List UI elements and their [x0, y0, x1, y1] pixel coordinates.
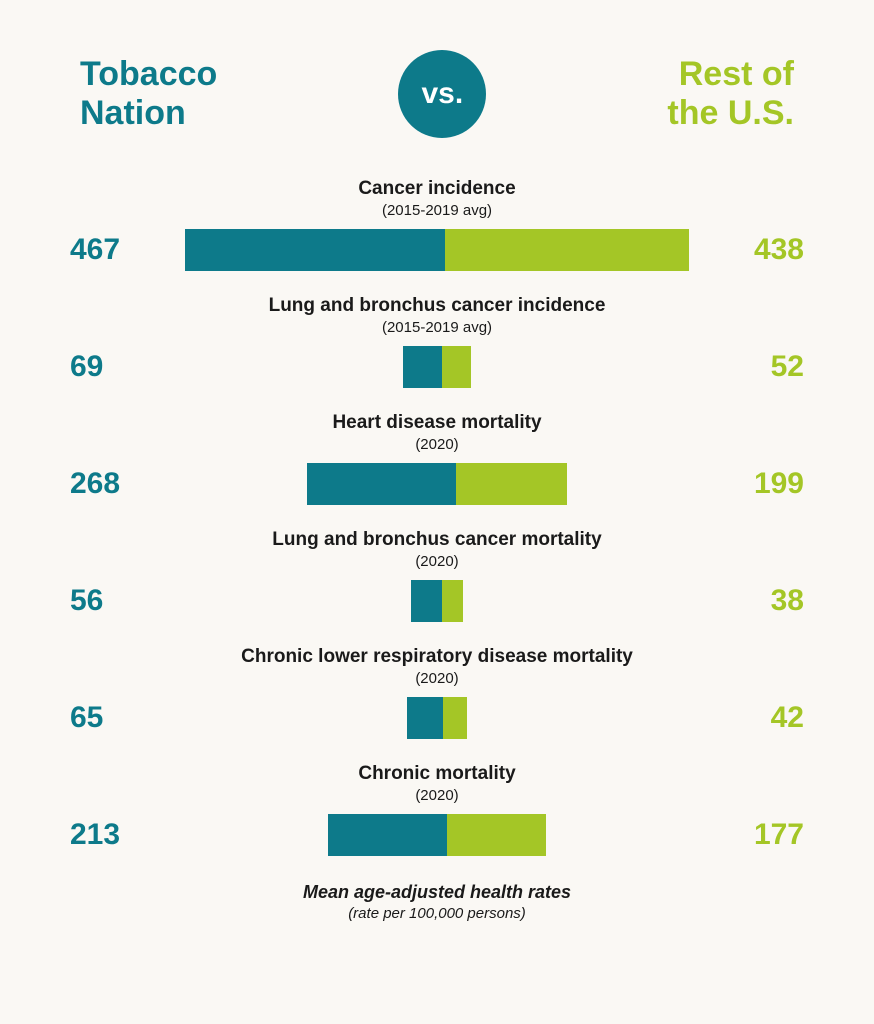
- metric-subtitle: (2015-2019 avg): [70, 319, 804, 336]
- metric-bar-row: 467 438: [70, 229, 804, 271]
- bar-wrap: [172, 697, 702, 739]
- metric-bar-row: 213 177: [70, 814, 804, 856]
- diverging-bar: [307, 463, 567, 505]
- metric-bar-row: 268 199: [70, 463, 804, 505]
- metric-left-value: 213: [70, 818, 160, 852]
- metric-row: Lung and bronchus cancer mortality (2020)…: [70, 529, 804, 622]
- metric-right-value: 177: [714, 818, 804, 852]
- metric-right-value: 42: [714, 701, 804, 735]
- footer-subtitle: (rate per 100,000 persons): [60, 905, 814, 922]
- diverging-bar: [403, 346, 470, 388]
- metric-title: Heart disease mortality: [70, 412, 804, 434]
- metric-right-value: 52: [714, 350, 804, 384]
- metric-left-value: 268: [70, 467, 160, 501]
- metric-title: Lung and bronchus cancer mortality: [70, 529, 804, 551]
- metric-bar-row: 65 42: [70, 697, 804, 739]
- metric-title: Chronic mortality: [70, 763, 804, 785]
- bar-wrap: [172, 463, 702, 505]
- metric-subtitle: (2020): [70, 670, 804, 687]
- bar-right-segment: [442, 580, 463, 622]
- footer: Mean age-adjusted health rates (rate per…: [60, 882, 814, 922]
- metric-row: Heart disease mortality (2020) 268 199: [70, 412, 804, 505]
- metric-row: Cancer incidence (2015-2019 avg) 467 438: [70, 178, 804, 271]
- bar-left-segment: [403, 346, 441, 388]
- vs-label: vs.: [421, 77, 463, 111]
- bar-wrap: [172, 229, 702, 271]
- metric-right-value: 38: [714, 584, 804, 618]
- bar-left-segment: [307, 463, 456, 505]
- bar-right-segment: [445, 229, 689, 271]
- bar-right-segment: [443, 697, 466, 739]
- metric-bar-row: 56 38: [70, 580, 804, 622]
- metric-left-value: 69: [70, 350, 160, 384]
- header-right-label: Rest ofthe U.S.: [667, 55, 794, 133]
- bar-wrap: [172, 814, 702, 856]
- footer-title: Mean age-adjusted health rates: [60, 882, 814, 903]
- header: TobaccoNation vs. Rest ofthe U.S.: [60, 50, 814, 138]
- bar-wrap: [172, 346, 702, 388]
- bar-wrap: [172, 580, 702, 622]
- metric-right-value: 438: [714, 233, 804, 267]
- metric-title: Cancer incidence: [70, 178, 804, 200]
- bar-right-segment: [456, 463, 567, 505]
- bar-left-segment: [328, 814, 447, 856]
- metric-left-value: 56: [70, 584, 160, 618]
- metric-subtitle: (2020): [70, 553, 804, 570]
- bar-left-segment: [411, 580, 442, 622]
- metrics-container: Cancer incidence (2015-2019 avg) 467 438 Lun…: [60, 178, 814, 856]
- metric-row: Lung and bronchus cancer incidence (2015-…: [70, 295, 804, 388]
- bar-left-segment: [185, 229, 445, 271]
- diverging-bar: [328, 814, 545, 856]
- metric-title: Lung and bronchus cancer incidence: [70, 295, 804, 317]
- bar-left-segment: [407, 697, 443, 739]
- bar-right-segment: [447, 814, 546, 856]
- metric-title: Chronic lower respiratory disease mortal…: [70, 646, 804, 668]
- metric-row: Chronic mortality (2020) 213 177: [70, 763, 804, 856]
- metric-bar-row: 69 52: [70, 346, 804, 388]
- metric-subtitle: (2020): [70, 436, 804, 453]
- header-left-label: TobaccoNation: [80, 55, 217, 133]
- diverging-bar: [185, 229, 689, 271]
- diverging-bar: [411, 580, 463, 622]
- metric-left-value: 467: [70, 233, 160, 267]
- metric-left-value: 65: [70, 701, 160, 735]
- metric-subtitle: (2015-2019 avg): [70, 202, 804, 219]
- bar-right-segment: [442, 346, 471, 388]
- metric-right-value: 199: [714, 467, 804, 501]
- metric-subtitle: (2020): [70, 787, 804, 804]
- diverging-bar: [407, 697, 467, 739]
- metric-row: Chronic lower respiratory disease mortal…: [70, 646, 804, 739]
- vs-badge: vs.: [398, 50, 486, 138]
